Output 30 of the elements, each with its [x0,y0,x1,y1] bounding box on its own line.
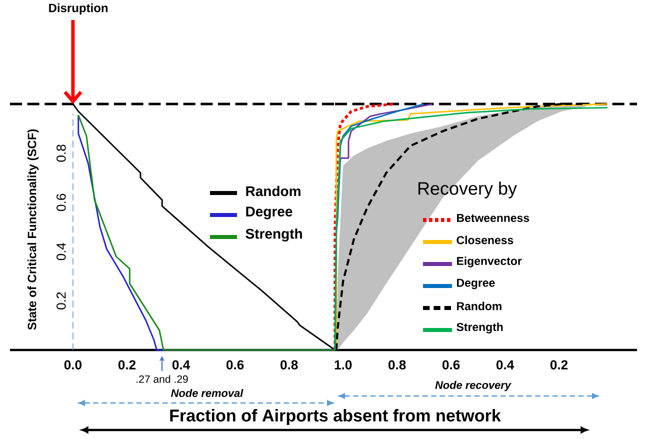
x-tick-label: 0.4 [172,360,190,370]
y-tick-label: 0.4 [56,242,66,260]
x-tick-label: 0.2 [550,360,568,370]
x-tick-label: 0.0 [64,360,82,370]
legend-label: Random [246,186,300,196]
y-tick-label: 0.2 [56,292,66,310]
text: .27 and .29 [136,375,188,383]
legend-label: Degree [246,206,292,220]
y-axis-title: State of Critical Functionality (SCF) [27,129,39,330]
x-tick-label: 0.6 [442,360,460,370]
x-tick-label: 1.0 [334,360,352,370]
y-tick-label: 0.6 [56,194,66,211]
legend-label: Degree [457,278,495,290]
x-tick-label: 0.8 [388,360,406,370]
x-tick-label: 0.2 [118,360,136,370]
legend-label: Strength [456,322,503,334]
x-axis-title: Fraction of Airports absent from network [170,409,501,425]
x-tick-label: 0.6 [226,360,244,370]
y-tick-label: 0.8 [56,144,66,162]
text: Node removal [171,388,244,398]
legend-label: Eigenvector [457,256,522,268]
x-tick-label: 0.4 [496,360,514,370]
legend-label: Random [457,302,502,310]
legend-title: Recovery by [418,182,517,198]
x-tick-label: 0.8 [280,360,298,370]
legend-label: Strength [246,228,302,242]
legend-label: Betweenness [457,214,530,222]
legend-label: Closeness [456,236,514,244]
text: Node recovery [435,380,512,392]
annotation: Disruption [49,3,108,15]
